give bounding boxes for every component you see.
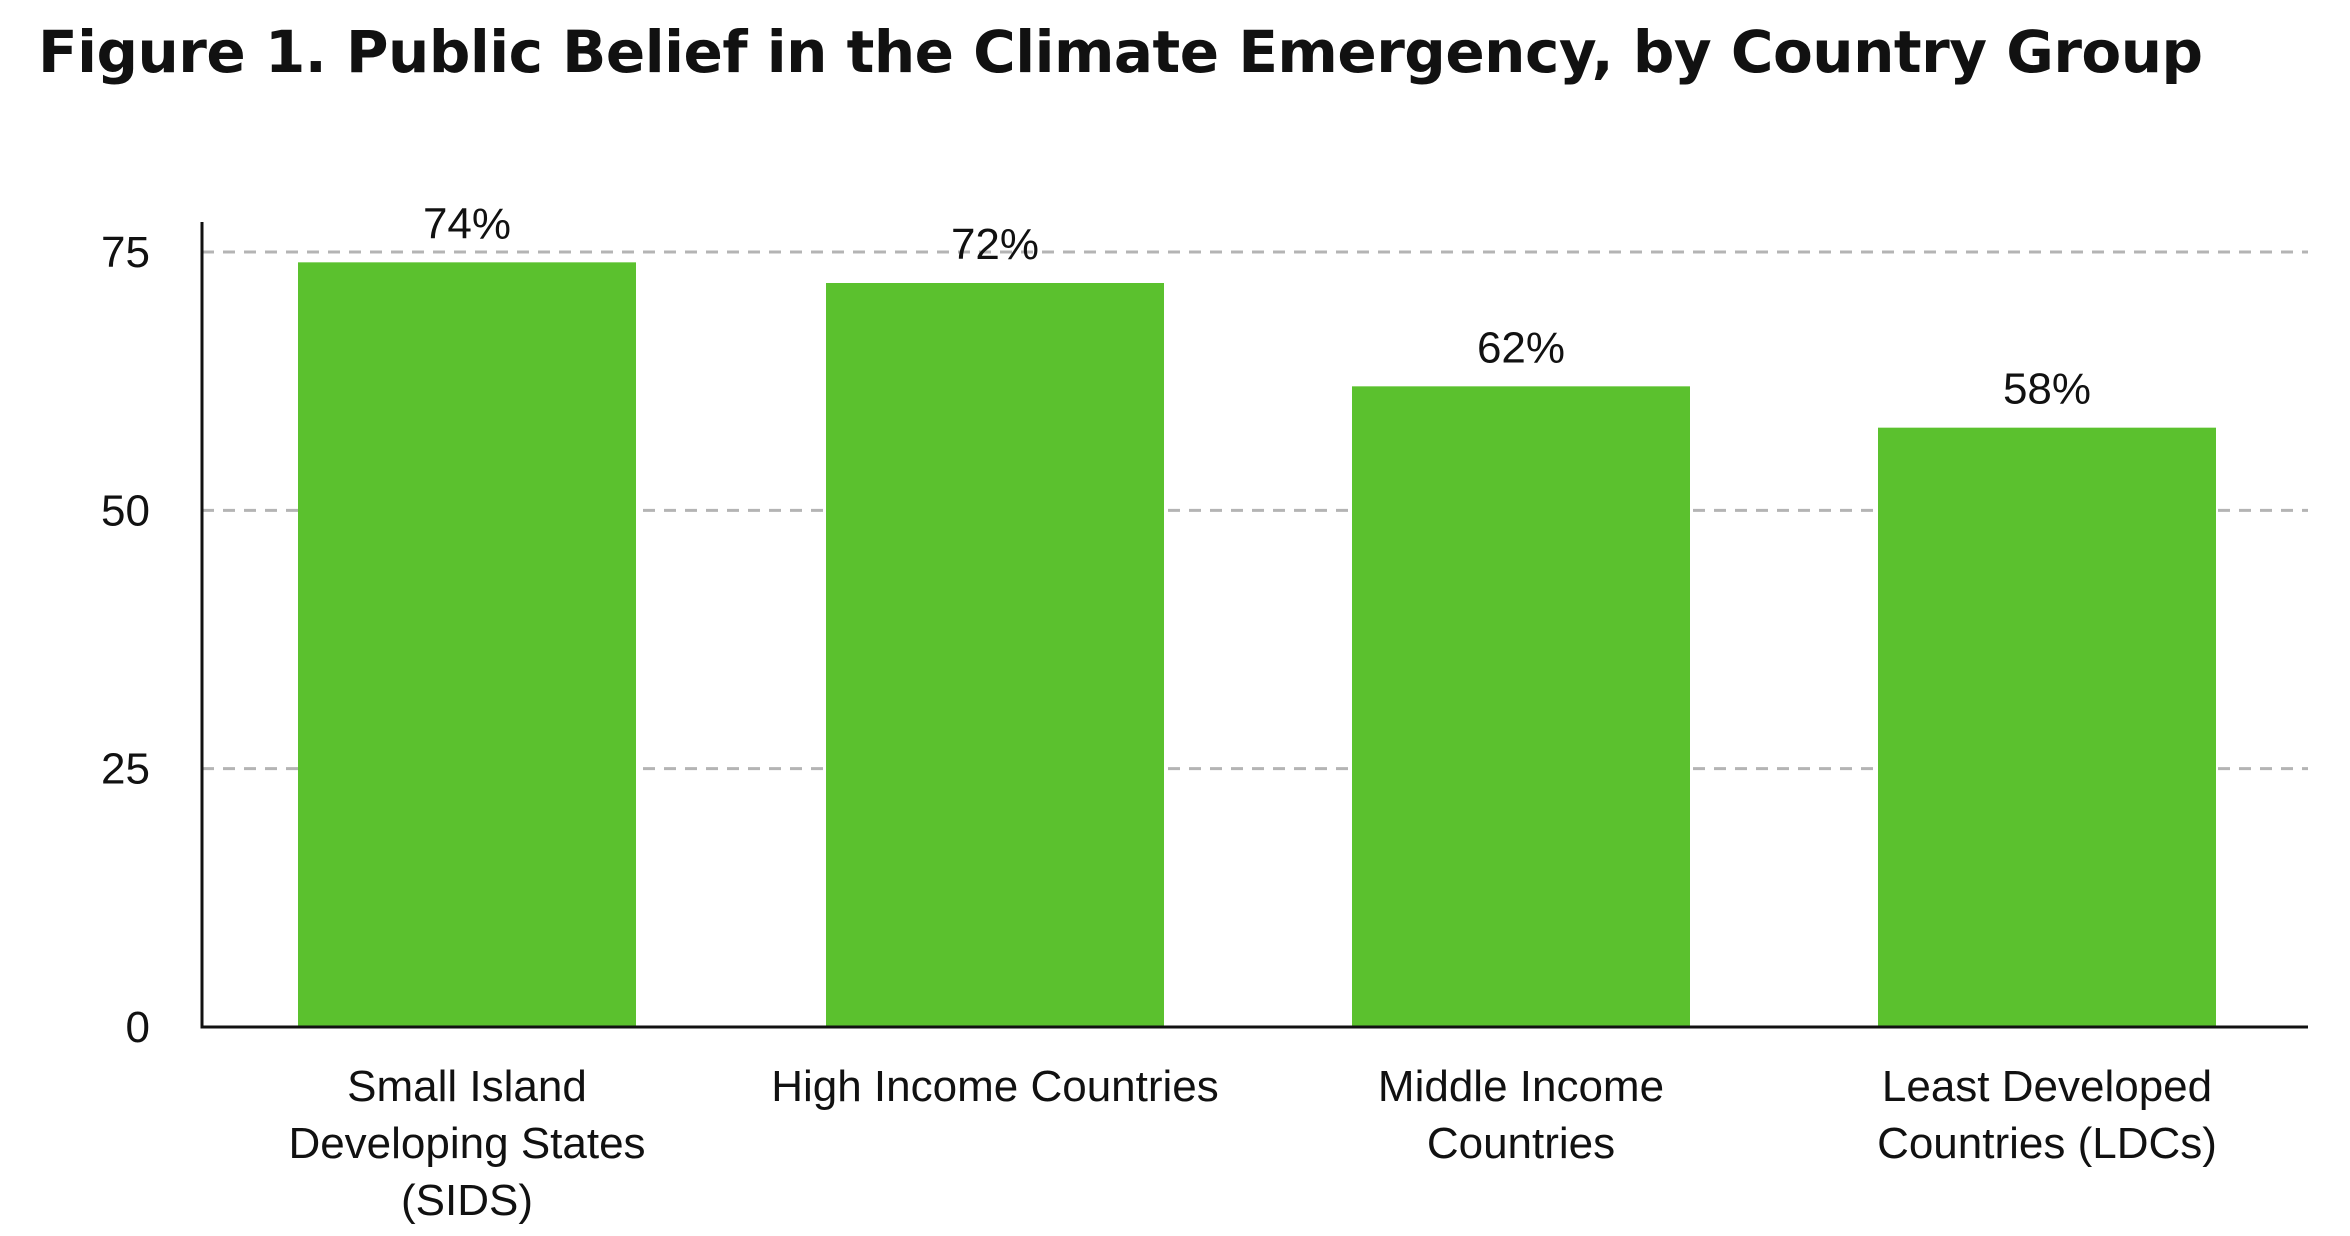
bar bbox=[826, 283, 1164, 1027]
x-category-label: Countries (LDCs) bbox=[1877, 1119, 2217, 1168]
chart-title: Figure 1. Public Belief in the Climate E… bbox=[38, 18, 2203, 86]
x-category-label: Developing States bbox=[288, 1119, 645, 1168]
bar bbox=[1878, 427, 2216, 1028]
data-label: 74% bbox=[423, 199, 511, 248]
x-category-label: High Income Countries bbox=[771, 1062, 1219, 1111]
x-category-label: Small Island bbox=[347, 1062, 587, 1111]
label-layer: 0 25 50 75 74% Small Island Developing States (… bbox=[101, 199, 2217, 1225]
x-category-label: Middle Income bbox=[1378, 1062, 1664, 1111]
y-tick-label: 75 bbox=[101, 228, 150, 277]
data-label: 58% bbox=[2003, 365, 2091, 414]
data-label: 72% bbox=[951, 220, 1039, 269]
x-category-label: Countries bbox=[1427, 1119, 1615, 1168]
bar-layer bbox=[298, 262, 2216, 1028]
x-category-label: (SIDS) bbox=[401, 1176, 533, 1225]
y-tick-label: 50 bbox=[101, 486, 150, 535]
bar bbox=[1352, 386, 1690, 1027]
y-tick-label: 0 bbox=[126, 1003, 150, 1052]
y-tick-label: 25 bbox=[101, 745, 150, 794]
data-label: 62% bbox=[1477, 323, 1565, 372]
axis-layer bbox=[200, 222, 2308, 1029]
bar bbox=[298, 262, 636, 1027]
x-category-label: Least Developed bbox=[1882, 1062, 2212, 1111]
